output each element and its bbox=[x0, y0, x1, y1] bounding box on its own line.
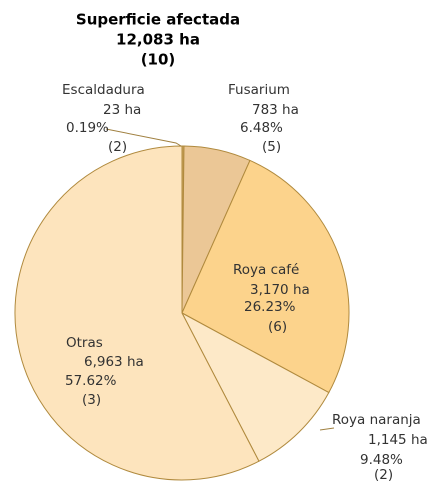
count-label: (5) bbox=[262, 139, 281, 155]
slice-label: Roya naranja bbox=[332, 412, 421, 428]
leader-line bbox=[319, 427, 335, 431]
leader-lines bbox=[105, 128, 335, 431]
slice-label: Otras bbox=[66, 335, 103, 351]
chart-title: (10) bbox=[141, 51, 176, 69]
count-label: (6) bbox=[268, 319, 287, 335]
value-label: 57.62% bbox=[65, 373, 117, 389]
area-label: 3,170 ha bbox=[250, 282, 310, 298]
count-label: (2) bbox=[108, 139, 127, 155]
slice-label: Escaldadura bbox=[62, 82, 145, 98]
area-label: 23 ha bbox=[103, 102, 141, 118]
leader-line bbox=[105, 128, 182, 147]
count-label: (2) bbox=[374, 467, 393, 482]
pie-slice bbox=[14, 145, 260, 481]
chart-title: 12,083 ha bbox=[116, 31, 200, 49]
pie-slice bbox=[180, 311, 330, 462]
area-label: 783 ha bbox=[252, 102, 299, 118]
value-label: 0.19% bbox=[66, 120, 109, 136]
area-label: 1,145 ha bbox=[368, 432, 428, 448]
value-label: 26.23% bbox=[244, 299, 296, 315]
slice-label: Roya café bbox=[233, 262, 299, 278]
pie-slice bbox=[181, 159, 350, 394]
count-label: (3) bbox=[82, 392, 101, 408]
area-label: 6,963 ha bbox=[84, 354, 144, 370]
chart-title: Superficie afectada bbox=[76, 11, 240, 29]
slice-label: Fusarium bbox=[228, 82, 290, 98]
value-label: 9.48% bbox=[360, 452, 403, 468]
value-label: 6.48% bbox=[240, 120, 283, 136]
